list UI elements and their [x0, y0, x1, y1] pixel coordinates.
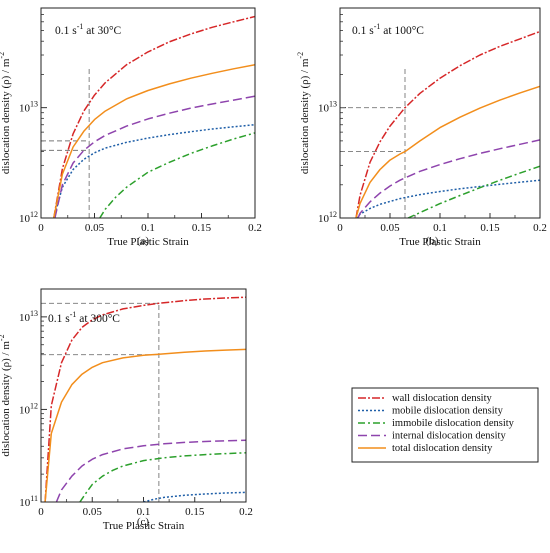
- x-tick-label: 0: [337, 222, 343, 234]
- y-tick-label: 1013: [19, 100, 38, 115]
- condition-label: 0.1 s-1 at 100°C: [352, 22, 424, 37]
- x-tick-label: 0.1: [137, 506, 151, 518]
- series-line-total: [53, 63, 255, 218]
- x-tick-label: 0.2: [239, 506, 253, 518]
- x-tick-label: 0.05: [380, 222, 400, 234]
- series-line-wall: [53, 15, 255, 218]
- x-tick-label: 0.15: [192, 222, 212, 234]
- condition-label: 0.1 s-1 at 300°C: [48, 310, 120, 325]
- legend-item-label: internal dislocation density: [392, 431, 506, 442]
- series-line-mobile: [53, 123, 255, 218]
- x-tick-label: 0.15: [480, 222, 500, 234]
- series-line-immobile: [79, 452, 246, 502]
- chart-panel-c: 1011 1012 1013 0 0.05 0.1 0.15 0.2 0.1 s-1 at 30…: [0, 288, 253, 532]
- series-line-mobile: [355, 179, 540, 218]
- y-tick-label: 1012: [19, 210, 38, 225]
- x-axis-label: True Plastic Strain: [399, 236, 481, 248]
- panel-label: (c): [137, 516, 150, 528]
- x-axis-label: True Plastic Strain: [107, 236, 189, 248]
- y-tick-label: 1013: [19, 309, 38, 324]
- y-tick-label: 1012: [318, 210, 337, 225]
- series-line-wall: [44, 296, 246, 502]
- x-tick-label: 0.1: [141, 222, 155, 234]
- x-axis-label: True Plastic Strain: [103, 520, 185, 532]
- x-tick-label: 0: [38, 222, 44, 234]
- legend-item-label: total dislocation density: [392, 443, 493, 454]
- y-axis-label: dislocation density (ρ) / m-2: [0, 52, 12, 174]
- legend-box: [351, 387, 539, 463]
- y-tick-label: 1011: [19, 494, 38, 509]
- panel-label: (a): [137, 235, 150, 247]
- series-line-wall: [355, 30, 540, 218]
- plot-frame: [40, 288, 247, 503]
- x-tick-label: 0.1: [433, 222, 447, 234]
- x-tick-label: 0.05: [85, 222, 105, 234]
- y-tick-label: 1013: [318, 100, 337, 115]
- series-line-internal: [55, 439, 246, 502]
- x-tick-label: 0: [38, 506, 44, 518]
- plot-frame: [339, 7, 541, 219]
- y-axis-label: dislocation density (ρ) / m-2: [0, 334, 12, 456]
- y-tick-label: 1012: [19, 401, 38, 416]
- x-tick-label: 0.2: [533, 222, 547, 234]
- series-line-immobile: [99, 132, 255, 218]
- condition-label: 0.1 s-1 at 30°C: [55, 22, 122, 37]
- x-tick-label: 0.15: [185, 506, 205, 518]
- legend-item-label: mobile dislocation density: [392, 406, 504, 417]
- series-line-immobile: [407, 165, 540, 218]
- panel-label: (b): [426, 235, 439, 247]
- x-tick-label: 0.2: [248, 222, 262, 234]
- chart-panel-b: 1012 1013 0 0.05 0.1 0.15 0.2 0.1 s-1 at 100°C T…: [296, 7, 547, 248]
- series-line-internal: [54, 95, 255, 218]
- y-axis-label: dislocation density (ρ) / m-2: [296, 52, 311, 174]
- plot-frame: [40, 7, 256, 219]
- legend-item-label: immobile dislocation density: [392, 418, 515, 429]
- legend-item-label: wall dislocation density: [392, 393, 492, 404]
- series-line-internal: [357, 139, 540, 218]
- chart-panel-a: 1012 1013 0 0.05 0.1 0.15 0.2 0.1 s-1 at 30°C Tr…: [0, 7, 262, 248]
- series-line-total: [355, 85, 540, 218]
- series-line-mobile: [143, 491, 246, 502]
- x-tick-label: 0.05: [83, 506, 103, 518]
- legend: wall dislocation density mobile dislocati…: [351, 387, 539, 463]
- series-line-total: [44, 348, 246, 502]
